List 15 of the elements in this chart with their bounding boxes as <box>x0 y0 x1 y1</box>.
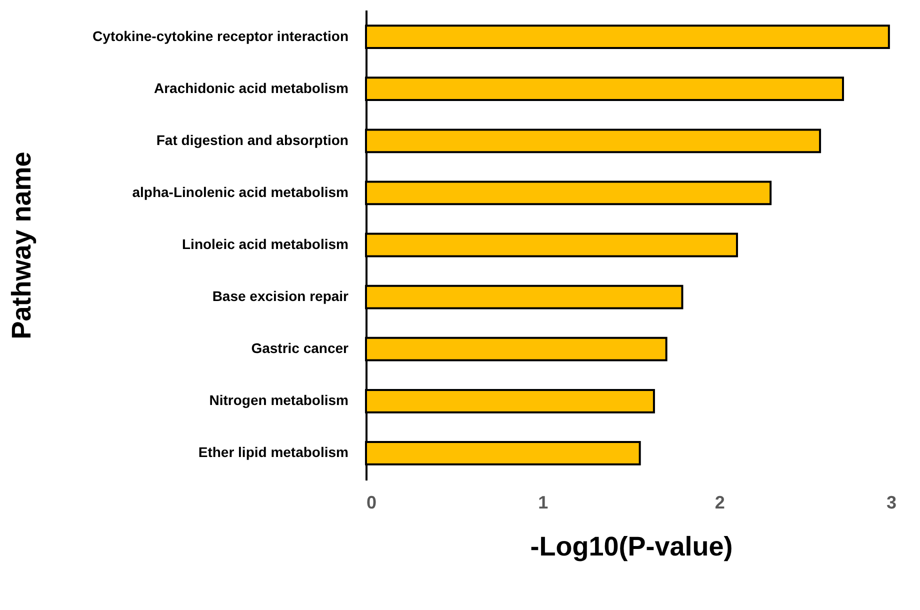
y-tick-label: alpha-Linolenic acid metabolism <box>132 184 348 200</box>
x-axis-title: -Log10(P-value) <box>530 532 733 562</box>
y-tick-label: Arachidonic acid metabolism <box>154 80 348 96</box>
y-tick-label: Cytokine-cytokine receptor interaction <box>92 28 348 44</box>
y-tick-label: Base excision repair <box>212 288 350 304</box>
x-tick-label: 1 <box>538 492 548 512</box>
y-axis-title: Pathway name <box>6 152 36 340</box>
y-tick-label: Ether lipid metabolism <box>198 444 348 460</box>
y-tick-label: Fat digestion and absorption <box>156 132 348 148</box>
x-tick-label: 2 <box>714 492 725 512</box>
y-tick-label: Linoleic acid metabolism <box>182 236 348 252</box>
y-tick-label: Gastric cancer <box>251 340 350 356</box>
y-tick-label: Nitrogen metabolism <box>209 392 348 408</box>
x-tick-label: 3 <box>886 492 896 512</box>
x-tick-label: 0 <box>366 492 377 512</box>
